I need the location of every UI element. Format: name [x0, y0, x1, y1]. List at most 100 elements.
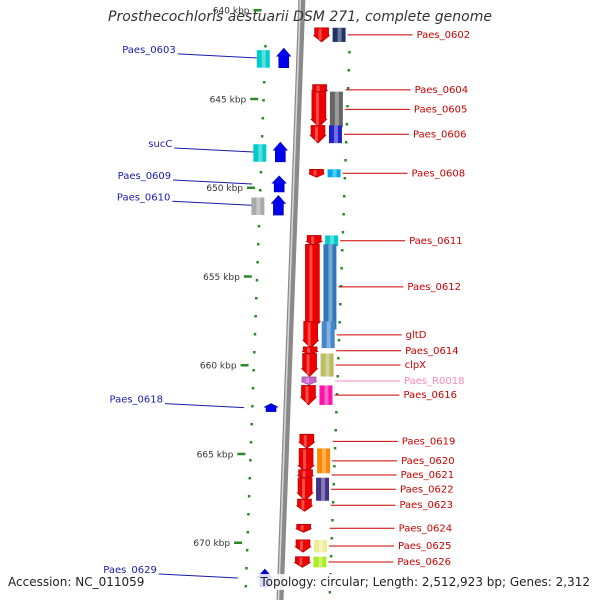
right-gene-label: Paes_0608 [412, 168, 466, 179]
ruler-label: 665 kbp [197, 450, 234, 460]
right-gene-cog-shine [332, 169, 337, 178]
right-track-dot [345, 123, 349, 126]
right-gene-cog-box [329, 91, 343, 128]
right-track-dot [343, 177, 347, 180]
ruler-tick [247, 186, 256, 189]
right-gene-arrow [295, 523, 312, 533]
right-gene-cog-box [332, 27, 346, 42]
right-track-dot [339, 285, 343, 288]
right-gene-cog-shine [325, 353, 330, 377]
right-gene-cog-box [323, 244, 337, 330]
left-gene-label: Paes_0629 [103, 565, 157, 576]
right-gene-arrow-shine [306, 354, 310, 375]
ruler-tick [240, 364, 249, 367]
right-gene-label: Paes_R0018 [404, 376, 464, 387]
right-track-dot [333, 447, 337, 450]
right-track-dot [341, 231, 345, 234]
right-gene-cog-shine [318, 556, 323, 568]
left-gene-cog-shine [256, 197, 261, 216]
right-gene-arrow [297, 433, 316, 449]
right-gene-cog-shine [326, 321, 331, 349]
right-track-dot [337, 357, 340, 360]
right-gene-arrow-shine [307, 347, 311, 353]
left-gene-label: Paes_0603 [122, 45, 176, 56]
right-gene-arrow-shine [305, 377, 309, 383]
left-gene-leader [165, 403, 245, 409]
right-gene-arrow-shine [313, 170, 317, 176]
right-track-dot [328, 591, 332, 594]
left-track-dot [247, 513, 250, 516]
left-track-dot [253, 351, 256, 354]
left-gene-label: Paes_0609 [118, 171, 172, 182]
left-gene-leader [174, 147, 254, 153]
left-track-dot [261, 117, 265, 120]
right-track-dot [334, 429, 337, 432]
left-track-dot [249, 459, 252, 462]
right-gene-cog-shine [334, 91, 339, 128]
right-gene-cog-shine [318, 539, 323, 553]
right-track-dot [329, 555, 333, 558]
left-track-dot [245, 567, 248, 570]
left-gene-leader [177, 53, 257, 59]
right-gene-cog-box [320, 353, 334, 377]
right-gene-label: Paes_0622 [400, 484, 454, 495]
right-track-dot [333, 465, 336, 468]
left-track-dot [255, 279, 259, 282]
left-track-dot [253, 333, 257, 336]
right-gene-arrow-shine [301, 500, 305, 510]
right-track-dot [342, 213, 345, 216]
ruler-label: 645 kbp [210, 95, 247, 105]
right-gene-arrow-shine [302, 470, 306, 479]
left-gene-label: sucC [148, 139, 172, 150]
right-gene-label: Paes_0616 [403, 390, 457, 401]
right-track-dot [330, 537, 334, 540]
right-gene-cog-box [317, 448, 331, 474]
right-gene-cog-box [319, 385, 333, 405]
right-gene-cog-box [313, 539, 327, 553]
right-gene-label: Paes_0604 [415, 85, 469, 96]
right-gene-cog-box [316, 477, 330, 501]
left-gene-cog-box [256, 50, 270, 68]
right-gene-label: Paes_0606 [413, 129, 467, 140]
right-gene-arrow [295, 498, 314, 512]
left-gene-arrow [272, 141, 288, 163]
right-gene-arrow-shine [309, 245, 313, 328]
right-gene-arrow-shine [314, 126, 318, 142]
left-gene-cog-box [253, 144, 267, 162]
ruler-label: 650 kbp [206, 184, 243, 194]
right-gene-arrow-shine [311, 236, 315, 245]
right-track-dot [335, 393, 339, 396]
right-track-dot [336, 375, 339, 378]
right-gene-cog-box [327, 169, 341, 178]
left-gene-leader [172, 200, 252, 206]
right-gene-arrow-shine [303, 449, 307, 472]
genome-backbone [276, 0, 306, 600]
ruler-tick [243, 275, 252, 278]
left-track-dot [260, 135, 264, 138]
right-gene-label: Paes_0612 [407, 282, 461, 293]
left-track-dot [252, 369, 255, 372]
right-gene-cog-shine [333, 125, 338, 144]
left-track-dot [257, 243, 260, 246]
right-gene-arrow [297, 448, 315, 474]
ruler-tick [234, 541, 243, 544]
left-track-dot [247, 495, 251, 498]
left-track-dot [246, 531, 250, 534]
right-gene-label: clpX [405, 360, 427, 371]
left-track-dot [257, 225, 261, 228]
left-track-dot [264, 45, 267, 48]
right-gene-label: Paes_0620 [401, 456, 455, 467]
left-track-dot [262, 99, 265, 102]
right-gene-arrow-shine [299, 557, 303, 566]
right-gene-arrow-shine [299, 540, 303, 551]
right-gene-label: Paes_0621 [401, 470, 455, 481]
right-gene-label: Paes_0602 [417, 30, 471, 41]
left-gene-label: Paes_0618 [109, 395, 163, 406]
right-gene-arrow [308, 169, 325, 178]
left-gene-cog-box [251, 197, 265, 216]
accession-label: Accession: NC_011059 [6, 574, 147, 590]
right-gene-arrow [312, 27, 331, 43]
right-gene-arrow [301, 346, 319, 356]
